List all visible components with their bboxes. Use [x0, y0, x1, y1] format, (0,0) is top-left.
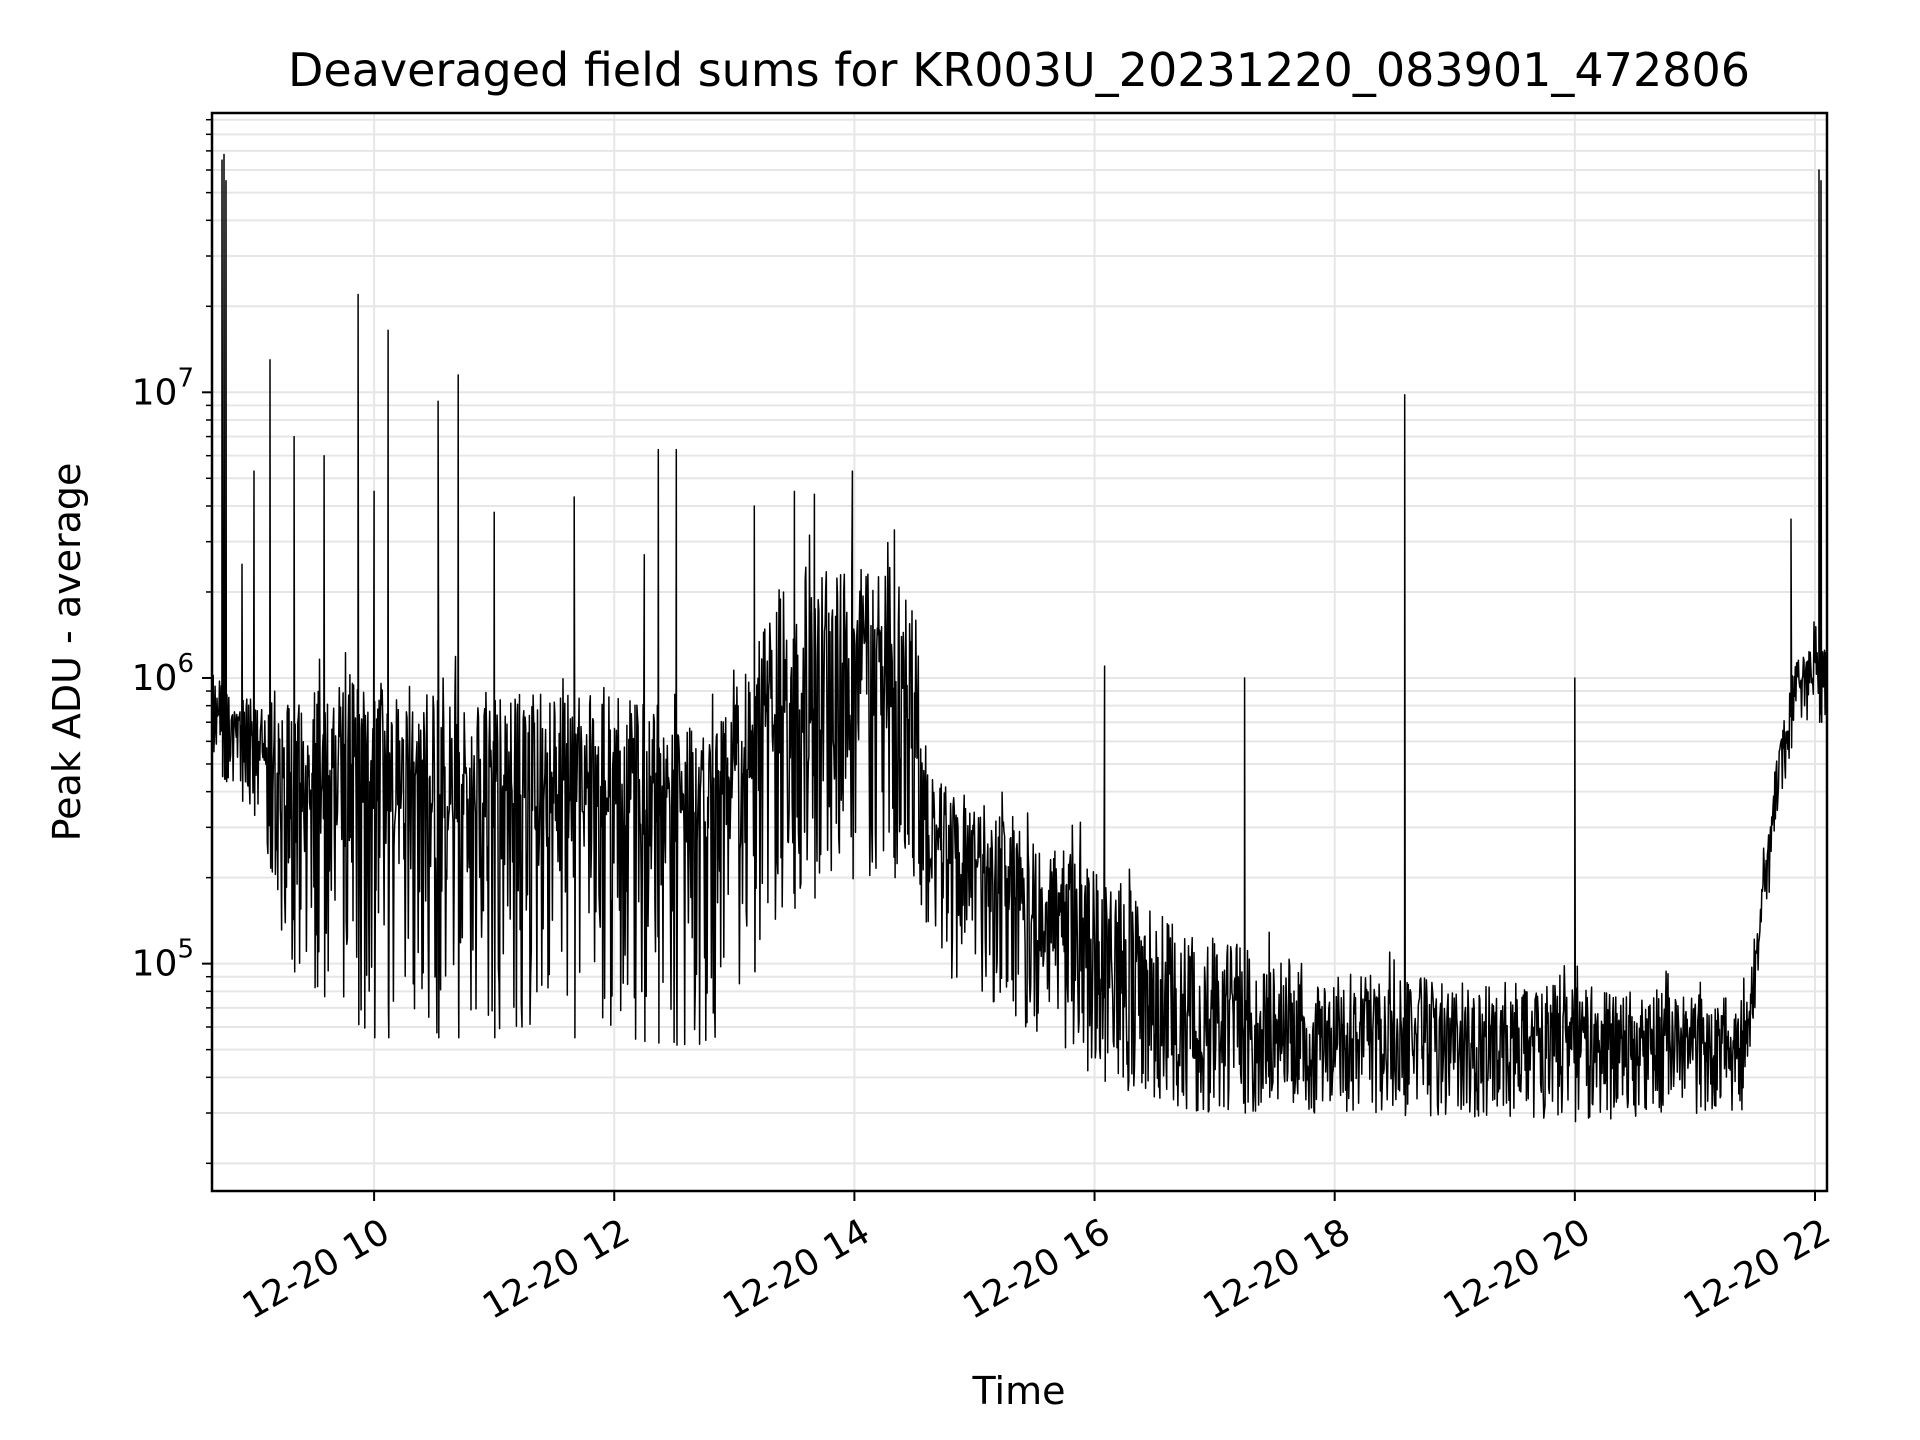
series-line	[211, 153, 1828, 1123]
plot-frame	[210, 111, 1829, 1193]
y-axis-label: Peak ADU - average	[45, 463, 89, 842]
y-tick-label: 106	[132, 649, 194, 699]
y-tick-label: 107	[132, 363, 194, 413]
plot-area	[211, 153, 1828, 1123]
x-axis-label: Time	[972, 1369, 1066, 1413]
y-tick-label: 105	[132, 935, 194, 985]
chart-title: Deaveraged field sums for KR003U_2023122…	[288, 43, 1750, 97]
